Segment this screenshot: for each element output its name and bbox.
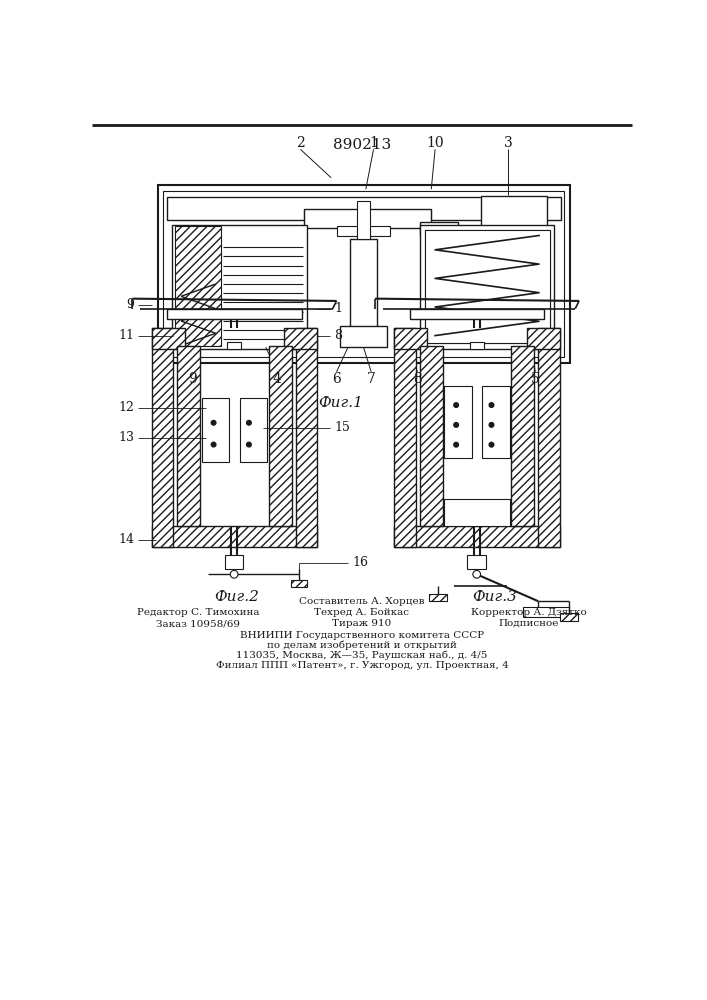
Circle shape — [211, 442, 216, 447]
Text: 5: 5 — [531, 372, 539, 386]
Bar — [357, 201, 370, 239]
Text: Тираж 910: Тираж 910 — [332, 619, 392, 628]
Bar — [296, 328, 317, 547]
Text: 8: 8 — [413, 372, 422, 386]
Bar — [227, 342, 241, 349]
Bar — [469, 342, 484, 349]
Bar — [395, 328, 428, 349]
Text: 12: 12 — [118, 401, 134, 414]
Bar — [240, 398, 267, 462]
Text: Составитель А. Хорцев: Составитель А. Хорцев — [299, 597, 425, 606]
Bar — [175, 226, 221, 346]
Circle shape — [489, 403, 493, 407]
Bar — [527, 328, 560, 349]
Bar — [340, 326, 387, 347]
Bar — [177, 346, 200, 526]
Circle shape — [211, 420, 216, 425]
Text: Подписное: Подписное — [499, 619, 559, 628]
Text: 15: 15 — [334, 421, 350, 434]
Bar — [409, 309, 544, 319]
Bar — [420, 225, 554, 349]
Bar — [152, 328, 173, 547]
Text: Фиг.2: Фиг.2 — [214, 590, 259, 604]
Bar — [420, 346, 443, 526]
Bar — [538, 328, 560, 547]
Bar — [395, 526, 560, 547]
Text: ВНИИПИ Государственного комитета СССР: ВНИИПИ Государственного комитета СССР — [240, 631, 484, 640]
Text: 16: 16 — [352, 556, 368, 569]
Bar — [167, 309, 302, 319]
Text: по делам изобретений и открытий: по делам изобретений и открытий — [267, 640, 457, 650]
Bar — [429, 594, 448, 601]
Circle shape — [454, 423, 458, 427]
Bar — [467, 555, 486, 569]
Bar — [444, 499, 510, 526]
Bar — [269, 346, 292, 526]
Text: Филиал ППП «Патент», г. Ужгород, ул. Проектная, 4: Филиал ППП «Патент», г. Ужгород, ул. Про… — [216, 661, 508, 670]
Text: 6: 6 — [332, 372, 341, 386]
Bar — [481, 196, 547, 233]
Text: Фиг.3: Фиг.3 — [472, 590, 517, 604]
Bar — [304, 209, 431, 228]
Text: 113035, Москва, Ж—35, Раушская наб., д. 4/5: 113035, Москва, Ж—35, Раушская наб., д. … — [236, 650, 488, 660]
Text: 8: 8 — [334, 329, 342, 342]
Bar — [167, 197, 561, 220]
Text: Редактор С. Тимохина: Редактор С. Тимохина — [136, 608, 259, 617]
Bar — [172, 225, 307, 349]
Text: 13: 13 — [118, 431, 134, 444]
Bar — [152, 328, 185, 349]
Bar — [337, 226, 390, 235]
Circle shape — [454, 442, 458, 447]
Bar — [482, 386, 510, 458]
Bar — [420, 222, 458, 235]
Circle shape — [454, 403, 458, 407]
Circle shape — [247, 442, 251, 447]
Text: 2: 2 — [296, 136, 305, 150]
Bar — [395, 328, 416, 547]
Text: Корректор А. Дзятко: Корректор А. Дзятко — [471, 608, 587, 617]
Text: 3: 3 — [504, 136, 513, 150]
Bar — [284, 328, 317, 349]
Bar — [152, 526, 317, 547]
Circle shape — [489, 442, 493, 447]
Text: 4: 4 — [273, 372, 281, 386]
Text: 9: 9 — [188, 372, 197, 386]
Text: Фиг.1: Фиг.1 — [318, 396, 363, 410]
Bar — [163, 191, 564, 357]
Text: 10: 10 — [426, 136, 444, 150]
Bar — [291, 580, 307, 587]
Bar — [425, 230, 550, 343]
Text: 14: 14 — [118, 533, 134, 546]
Bar — [523, 607, 569, 617]
Bar — [350, 239, 378, 332]
Text: 1: 1 — [334, 302, 342, 315]
Circle shape — [247, 420, 251, 425]
Bar — [201, 398, 229, 462]
Text: 7: 7 — [367, 372, 375, 386]
Circle shape — [230, 570, 238, 578]
Text: 890213: 890213 — [333, 138, 391, 152]
Text: 1: 1 — [369, 136, 378, 150]
Text: Техред А. Бойкас: Техред А. Бойкас — [315, 608, 409, 617]
Bar — [225, 555, 243, 569]
Circle shape — [473, 570, 481, 578]
Text: Заказ 10958/69: Заказ 10958/69 — [156, 619, 240, 628]
Bar — [425, 230, 550, 343]
Bar — [158, 185, 570, 363]
Text: 9: 9 — [126, 298, 134, 311]
Bar — [444, 386, 472, 458]
Circle shape — [489, 423, 493, 427]
Bar — [511, 346, 534, 526]
Text: 11: 11 — [118, 329, 134, 342]
Bar — [560, 613, 578, 620]
